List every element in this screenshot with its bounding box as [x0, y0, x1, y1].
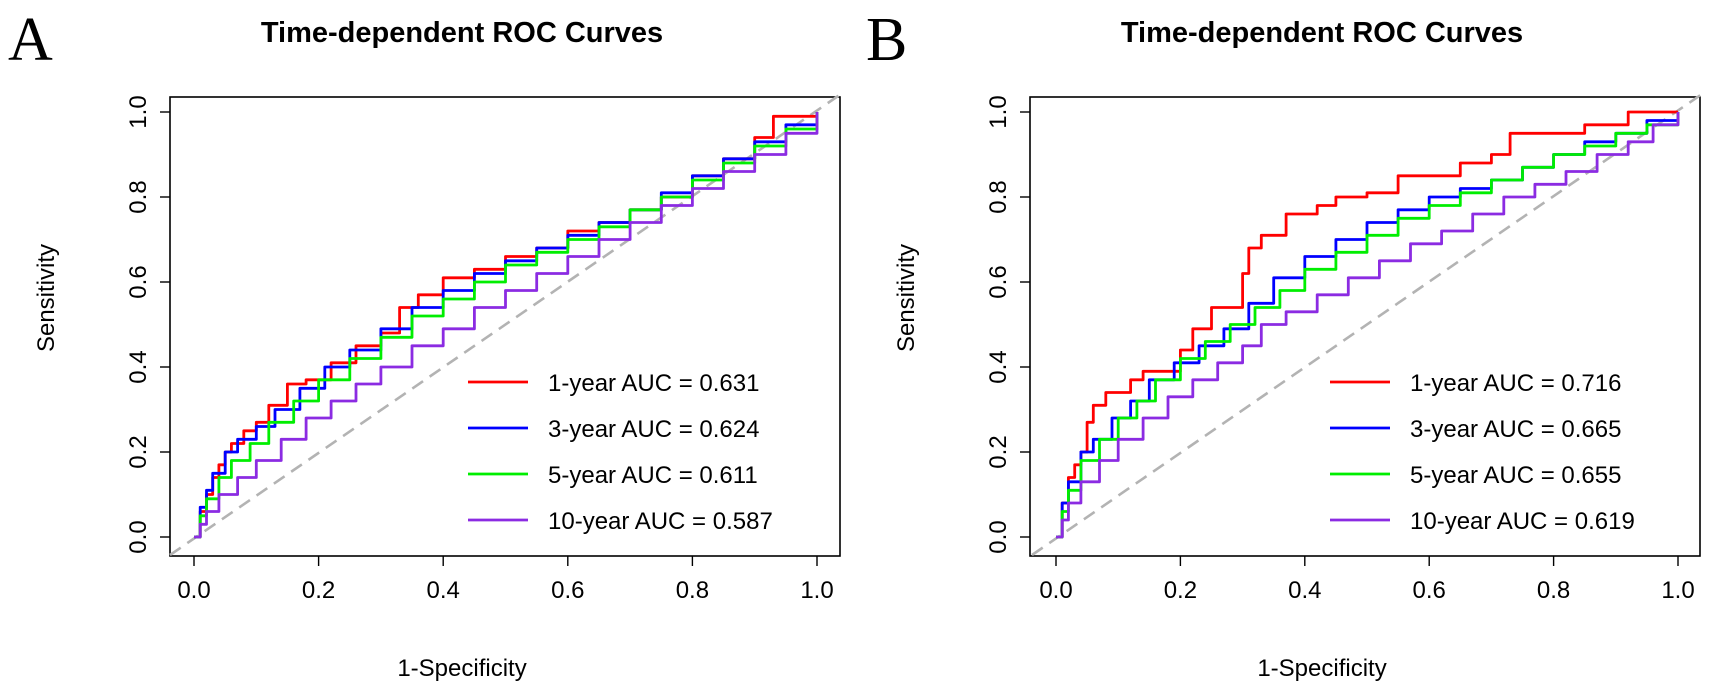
- y-tick-label: 0.6: [985, 265, 1012, 298]
- legend-entry: 3-year AUC = 0.665: [1410, 416, 1621, 443]
- panel-b: B Time-dependent ROC Curves 1-Specificit…: [866, 6, 1703, 682]
- x-tick-label: 0.6: [551, 577, 584, 604]
- roc-curve-series-3: [194, 112, 819, 539]
- y-axis-title: Sensitivity: [893, 244, 920, 352]
- y-tick-label: 0.4: [125, 350, 152, 383]
- roc-curve-series-4: [1056, 112, 1680, 539]
- panel-label: A: [8, 6, 53, 74]
- y-tick-label: 0.8: [985, 180, 1012, 213]
- panel-label: B: [866, 6, 907, 74]
- chart-title: Time-dependent ROC Curves: [1121, 17, 1523, 49]
- x-tick-label: 0.4: [1288, 577, 1321, 604]
- plot-frame: [169, 96, 841, 557]
- chart-title: Time-dependent ROC Curves: [261, 17, 663, 49]
- x-tick-label: 0.2: [302, 577, 335, 604]
- legend-entry: 10-year AUC = 0.619: [1410, 508, 1635, 535]
- x-tick-label: 0.2: [1164, 577, 1197, 604]
- y-tick-label: 0.0: [125, 520, 152, 553]
- y-tick-label: 1.0: [985, 95, 1012, 128]
- x-tick-label: 0.8: [1537, 577, 1570, 604]
- legend-entry: 3-year AUC = 0.624: [548, 416, 759, 443]
- legend-entry: 5-year AUC = 0.611: [548, 462, 758, 489]
- roc-curve-series-3: [1056, 112, 1680, 539]
- x-tick-label: 0.0: [177, 577, 210, 604]
- y-tick-label: 0.0: [985, 520, 1012, 553]
- x-tick-label: 1.0: [800, 577, 833, 604]
- x-axis-title: 1-Specificity: [1257, 655, 1386, 682]
- roc-curve-series-4: [194, 112, 819, 539]
- panel-a: A Time-dependent ROC Curves 1-Specificit…: [8, 6, 842, 682]
- legend-entry: 1-year AUC = 0.716: [1410, 370, 1621, 397]
- plot-frame: [1029, 96, 1701, 557]
- legend-entry: 5-year AUC = 0.655: [1410, 462, 1621, 489]
- y-tick-label: 0.2: [125, 435, 152, 468]
- x-tick-label: 0.8: [676, 577, 709, 604]
- x-tick-label: 0.0: [1039, 577, 1072, 604]
- y-tick-label: 0.2: [985, 435, 1012, 468]
- x-tick-label: 0.4: [427, 577, 460, 604]
- legend-entry: 1-year AUC = 0.631: [548, 370, 759, 397]
- y-tick-label: 0.4: [985, 350, 1012, 383]
- roc-curve-series-1: [1056, 110, 1678, 539]
- x-axis-title: 1-Specificity: [397, 655, 526, 682]
- legend-entry: 10-year AUC = 0.587: [548, 508, 773, 535]
- x-tick-label: 0.6: [1413, 577, 1446, 604]
- y-tick-label: 0.6: [125, 265, 152, 298]
- y-axis-title: Sensitivity: [33, 244, 60, 352]
- x-tick-label: 1.0: [1661, 577, 1694, 604]
- y-tick-label: 0.8: [125, 180, 152, 213]
- y-tick-label: 1.0: [125, 95, 152, 128]
